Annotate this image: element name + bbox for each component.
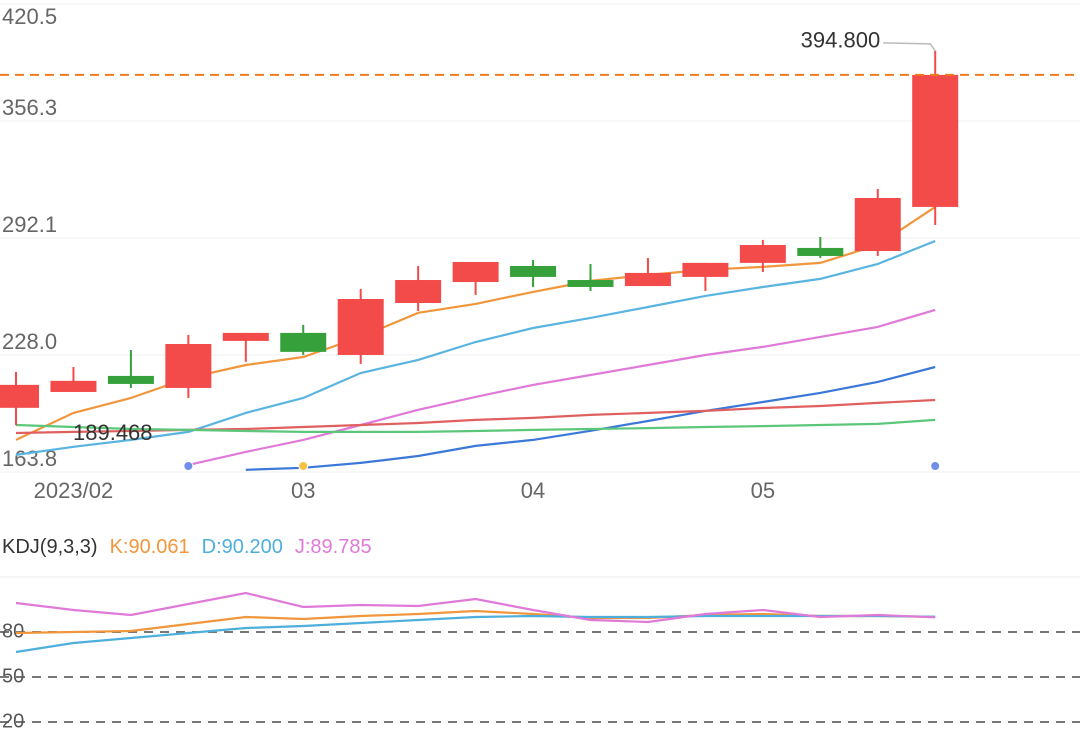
y-tick-label: 228.0 — [2, 329, 57, 354]
ma-line — [245, 365, 936, 471]
x-tick-label: 04 — [521, 478, 545, 503]
ma-line — [15, 418, 936, 433]
candle-body — [912, 74, 959, 207]
min-label: 189.468 — [73, 420, 153, 445]
candle-body — [0, 384, 39, 408]
y-tick-label: 20 — [2, 710, 24, 732]
kdj-line — [15, 614, 936, 654]
candle-body — [280, 332, 327, 352]
max-connector — [883, 42, 936, 52]
candle-body — [682, 262, 729, 277]
candle-body — [567, 280, 614, 287]
x-tick-label: 05 — [751, 478, 775, 503]
event-marker — [183, 461, 194, 471]
indicator-header: KDJ(9,3,3) K:90.061 D:90.200 J:89.785 — [2, 536, 372, 558]
legend-entry: J:89.785 — [295, 536, 372, 558]
ma-line — [15, 239, 936, 456]
y-tick-label: 80 — [2, 620, 24, 642]
legend-entry: K:90.061 — [110, 536, 190, 558]
kdj-line — [15, 609, 936, 635]
x-tick-label: 2023/02 — [34, 478, 114, 503]
candle-body — [50, 380, 97, 392]
x-tick-label: 03 — [291, 478, 315, 503]
indicator-title: KDJ(9,3,3) — [2, 536, 98, 558]
candle-body — [337, 298, 384, 355]
ma-line — [188, 308, 936, 466]
candle-body — [739, 245, 786, 263]
max-label: 394.800 — [801, 28, 881, 53]
legend-entry: D:90.200 — [202, 536, 283, 558]
y-tick-label: 292.1 — [2, 212, 57, 237]
y-tick-label: 50 — [2, 665, 24, 687]
kdj-line — [15, 591, 936, 624]
candle-body — [797, 247, 844, 256]
candle-body — [165, 344, 212, 388]
candle-body — [624, 272, 671, 287]
candle-body — [107, 375, 154, 384]
candle-body — [452, 261, 499, 283]
candle-body — [395, 280, 442, 303]
candle-body — [854, 197, 901, 252]
candle-body — [510, 265, 557, 277]
candle-body — [222, 332, 269, 341]
y-tick-label: 420.5 — [2, 4, 57, 29]
y-tick-label: 356.3 — [2, 95, 57, 120]
event-marker — [930, 461, 941, 471]
event-marker — [298, 461, 309, 471]
